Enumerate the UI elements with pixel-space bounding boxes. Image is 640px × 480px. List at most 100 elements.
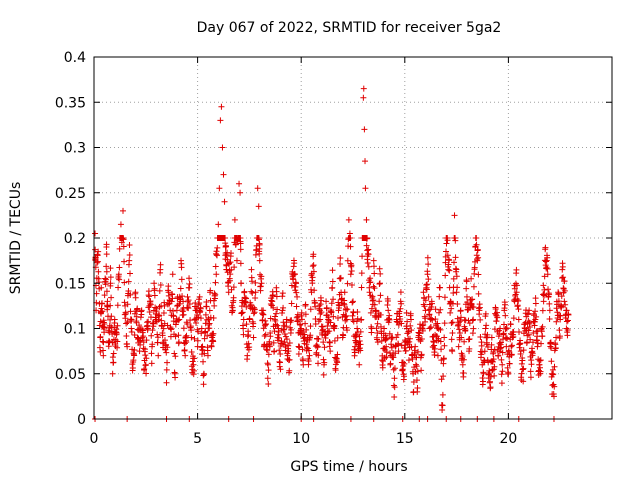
- data-point: [425, 293, 432, 300]
- data-point: [507, 321, 514, 328]
- data-point: [517, 340, 524, 347]
- data-point: [351, 346, 358, 353]
- data-point: [212, 250, 219, 257]
- data-point: [300, 361, 307, 368]
- data-point: [404, 318, 411, 325]
- data-point: [337, 274, 344, 281]
- data-point: [295, 317, 302, 324]
- data-point: [559, 275, 566, 281]
- data-point: [198, 330, 205, 337]
- data-point: [439, 391, 446, 398]
- data-point: [122, 310, 129, 317]
- data-point: [504, 364, 511, 371]
- data-point: [526, 307, 533, 314]
- data-point: [422, 297, 429, 304]
- data-point: [434, 352, 441, 359]
- data-point: [435, 309, 442, 316]
- data-point: [142, 352, 149, 359]
- data-point: [276, 359, 283, 366]
- data-point: [516, 328, 523, 335]
- data-point: [391, 393, 398, 400]
- data-point: [265, 351, 272, 358]
- y-tick-label: 0: [77, 412, 86, 428]
- data-point: [117, 221, 124, 228]
- data-point: [191, 335, 198, 342]
- data-point: [153, 308, 160, 315]
- data-point: [157, 282, 164, 289]
- data-point: [357, 347, 364, 354]
- data-point: [524, 339, 531, 346]
- data-point: [544, 271, 551, 278]
- y-tick-label: 0.3: [64, 141, 86, 157]
- data-point: [146, 302, 153, 309]
- data-point: [228, 250, 235, 257]
- data-point: [149, 327, 156, 334]
- data-point: [553, 318, 560, 325]
- data-point: [131, 310, 138, 317]
- data-point: [334, 351, 341, 358]
- data-point: [407, 322, 414, 329]
- data-point: [517, 348, 524, 355]
- data-point: [294, 293, 301, 300]
- data-point: [175, 317, 182, 324]
- data-point: [296, 344, 303, 351]
- data-point: [329, 267, 336, 274]
- data-point: [283, 316, 290, 323]
- data-point: [377, 311, 384, 318]
- data-point: [457, 307, 464, 314]
- data-point: [364, 260, 371, 267]
- data-point: [167, 325, 174, 332]
- data-point: [498, 356, 505, 363]
- data-point: [92, 230, 99, 237]
- data-point: [176, 300, 183, 307]
- data-point: [278, 338, 285, 345]
- data-point: [237, 240, 244, 247]
- data-point: [453, 266, 460, 273]
- data-point: [210, 338, 217, 345]
- data-point: [519, 357, 526, 364]
- data-point: [264, 375, 271, 382]
- data-point: [121, 258, 128, 265]
- data-point: [397, 316, 404, 323]
- data-point: [204, 347, 211, 354]
- data-point: [470, 304, 477, 311]
- data-point: [284, 352, 291, 359]
- data-point: [534, 343, 541, 350]
- data-point: [277, 351, 284, 358]
- x-tick-label: 10: [292, 431, 310, 447]
- data-point: [154, 331, 161, 338]
- data-point: [405, 357, 412, 364]
- data-point: [290, 263, 297, 270]
- data-point: [351, 349, 358, 356]
- data-point: [315, 336, 322, 343]
- data-point: [195, 314, 202, 321]
- data-point: [252, 295, 259, 302]
- data-point: [109, 370, 116, 377]
- y-tick-label: 0.1: [64, 322, 86, 338]
- data-point: [255, 203, 262, 210]
- data-point: [464, 299, 471, 306]
- data-point: [151, 285, 158, 292]
- data-point: [317, 316, 324, 323]
- data-point: [100, 347, 107, 354]
- data-point: [497, 325, 504, 332]
- data-point: [183, 332, 190, 339]
- data-point: [527, 374, 534, 381]
- data-point: [376, 265, 383, 272]
- data-point: [413, 377, 420, 384]
- data-point: [525, 310, 532, 317]
- data-point: [401, 345, 408, 352]
- data-point: [480, 378, 487, 385]
- data-point: [177, 285, 184, 292]
- data-point: [420, 322, 427, 329]
- data-point: [196, 293, 203, 300]
- data-point: [127, 308, 134, 315]
- data-point: [328, 300, 335, 307]
- data-point: [353, 332, 360, 339]
- data-point: [482, 325, 489, 332]
- data-point: [107, 265, 114, 272]
- data-point: [220, 171, 227, 178]
- data-point: [513, 266, 520, 273]
- data-point: [247, 301, 254, 308]
